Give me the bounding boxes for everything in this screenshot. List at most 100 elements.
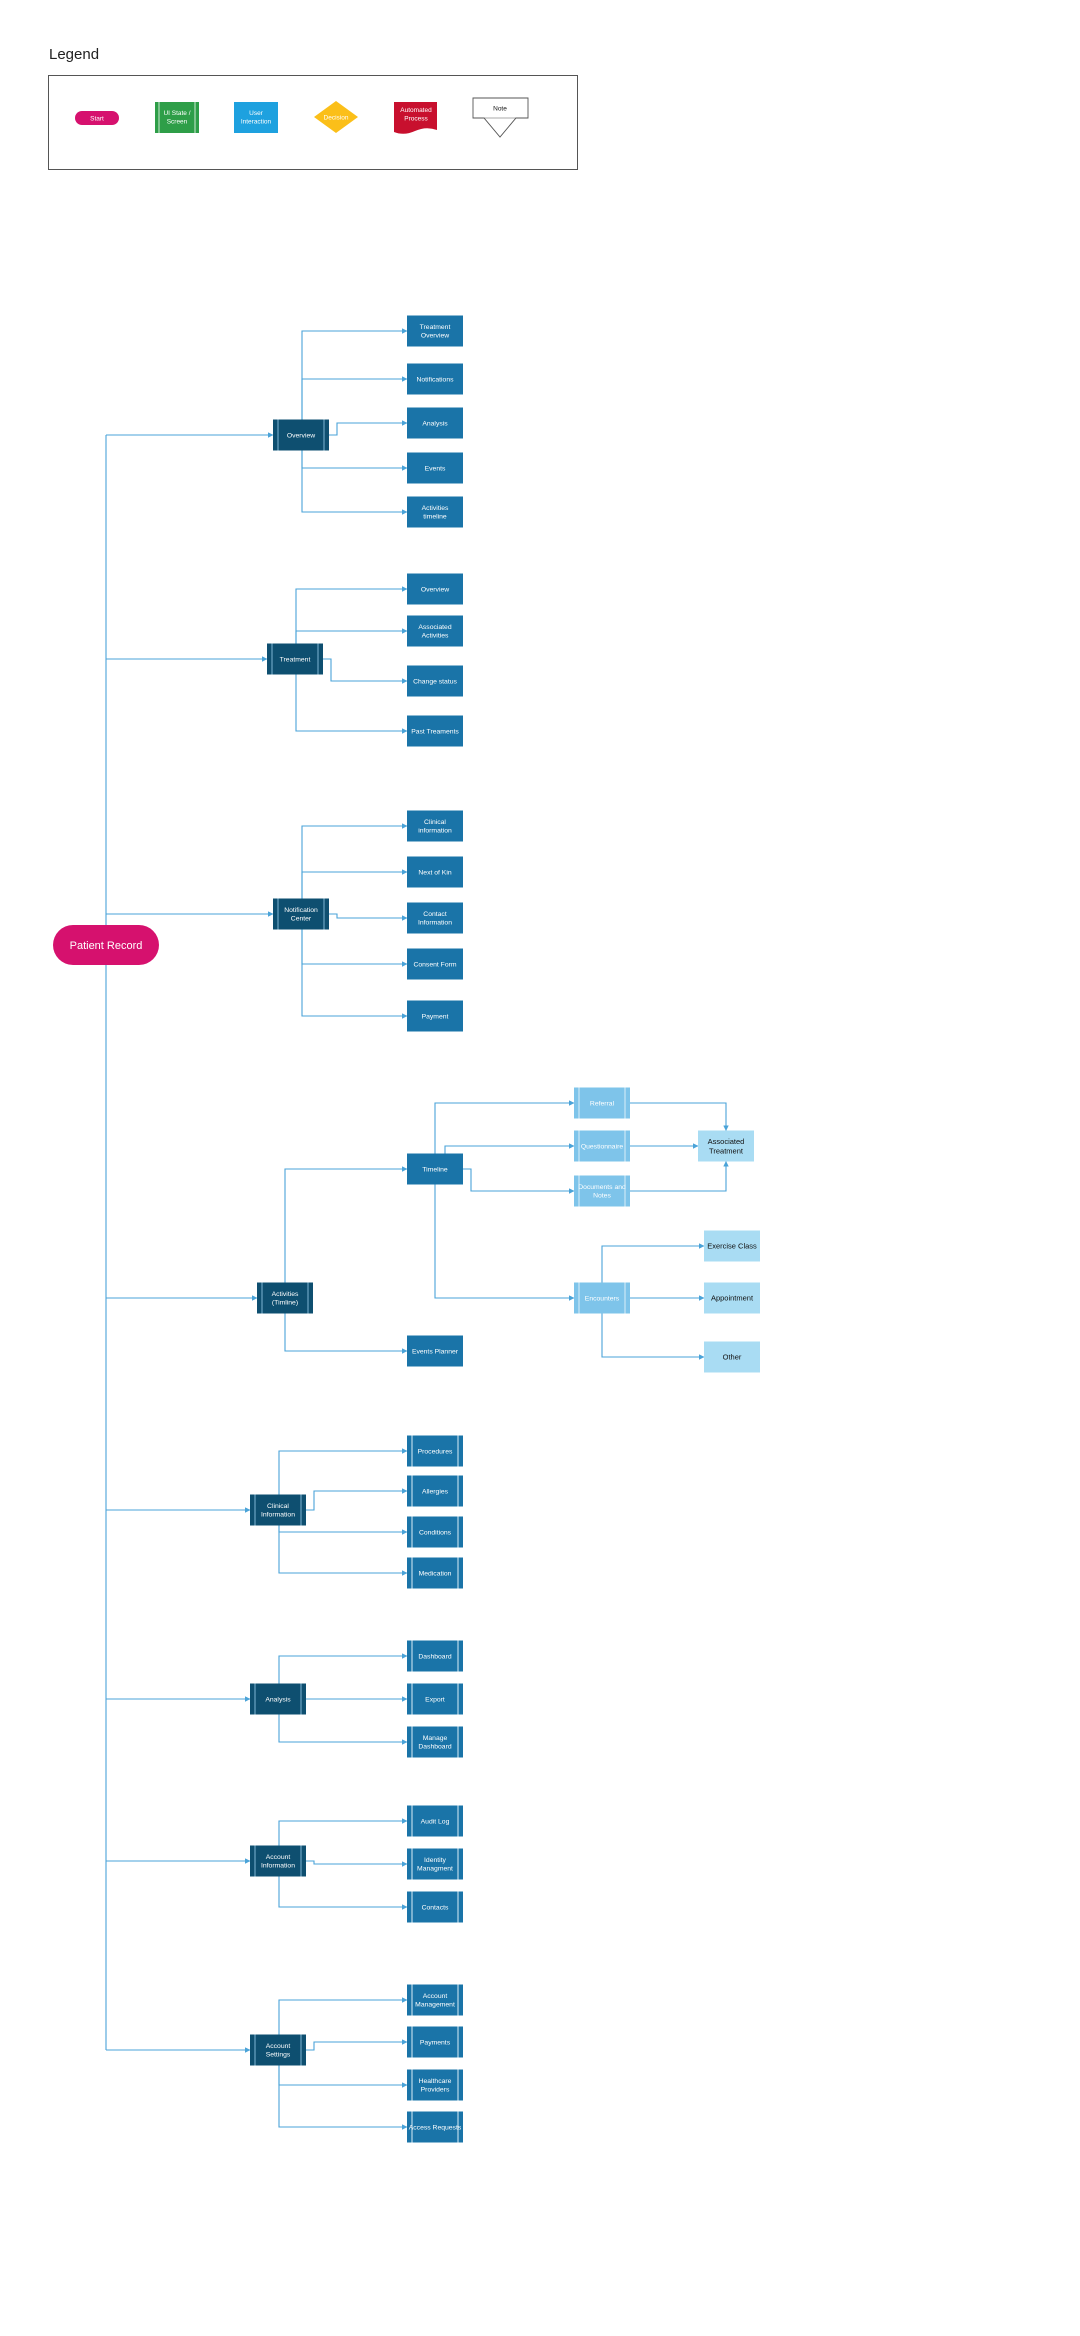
node-audit-log[interactable]: Audit Log (407, 1805, 463, 1837)
legend-user-interaction-shape: User Interaction (234, 102, 278, 133)
node-analysis-label: Analysis (422, 420, 448, 427)
node-events-planner[interactable]: Events Planner (407, 1335, 463, 1367)
legend-box (48, 75, 578, 170)
hub-notification-center[interactable]: Notification Center (273, 898, 329, 930)
node-consent-form[interactable]: Consent Form (407, 948, 463, 980)
node-exercise-class[interactable]: Exercise Class (704, 1230, 760, 1262)
patient-record-start[interactable]: Patient Record (53, 925, 159, 965)
legend-start-shape: Start (75, 111, 119, 125)
node-activities-timeline[interactable]: Activities timeline (407, 496, 463, 528)
node-associated-treatment[interactable]: Associated Treatment (698, 1130, 754, 1162)
node-overview[interactable]: Overview (407, 573, 463, 605)
node-payment[interactable]: Payment (407, 1000, 463, 1032)
node-medication[interactable]: Medication (407, 1557, 463, 1589)
node-events-planner-label: Events Planner (412, 1348, 459, 1355)
node-export[interactable]: Export (407, 1683, 463, 1715)
patient-record-label: Patient Record (70, 940, 143, 952)
hub-clinical-information-label: Clinical Information (261, 1503, 295, 1519)
node-questionnaire-label: Questionnaire (581, 1143, 624, 1150)
node-events-label: Events (425, 465, 446, 472)
node-access-requests[interactable]: Access Requests (407, 2111, 463, 2143)
node-account-management[interactable]: Account Management (407, 1984, 463, 2016)
node-consent-form-label: Consent Form (413, 961, 456, 968)
node-exercise-class-label: Exercise Class (707, 1242, 757, 1251)
node-dashboard[interactable]: Dashboard (407, 1640, 463, 1672)
node-past-treaments[interactable]: Past Treaments (407, 715, 463, 747)
node-appointment[interactable]: Appointment (704, 1282, 760, 1314)
hub-notification-center-label: Notification Center (284, 907, 318, 923)
node-manage-dashboard[interactable]: Manage Dashboard (407, 1726, 463, 1758)
node-allergies-label: Allergies (422, 1488, 449, 1495)
hub-clinical-information[interactable]: Clinical Information (250, 1494, 306, 1526)
node-next-of-kin[interactable]: Next of Kin (407, 856, 463, 888)
node-access-requests-label: Access Requests (409, 2124, 462, 2131)
node-associated-activities[interactable]: Associated Activities (407, 615, 463, 647)
node-encounters-label: Encounters (585, 1295, 620, 1302)
node-dashboard-label: Dashboard (418, 1653, 451, 1660)
node-contacts[interactable]: Contacts (407, 1891, 463, 1923)
hub-analysis[interactable]: Analysis (250, 1683, 306, 1715)
hub-analysis-label: Analysis (265, 1696, 291, 1703)
node-clinical-information-label: Clinical information (418, 819, 452, 835)
hub-account-information[interactable]: Account Information (250, 1845, 306, 1877)
node-payments-label: Payments (420, 2039, 451, 2046)
hub-treatment[interactable]: Treatment (267, 643, 323, 675)
node-encounters[interactable]: Encounters (574, 1282, 630, 1314)
node-notifications-label: Notifications (416, 376, 454, 383)
node-identity-managment-label: Identity Managment (417, 1857, 453, 1873)
node-treatment-overview[interactable]: Treatment Overview (407, 315, 463, 347)
legend-note-label: Note (493, 105, 507, 112)
legend-title: Legend (49, 46, 100, 63)
node-past-treaments-label: Past Treaments (411, 728, 459, 735)
legend-decision-label: Decision (324, 114, 349, 121)
legend-automated-shape: Automated Process (394, 102, 437, 134)
node-payments[interactable]: Payments (407, 2026, 463, 2058)
node-timeline[interactable]: Timeline (407, 1153, 463, 1185)
hub-account-settings[interactable]: Account Settings (250, 2034, 306, 2066)
node-treatment-overview-label: Treatment Overview (420, 324, 451, 340)
node-associated-treatment-label: Associated Treatment (708, 1137, 745, 1155)
node-identity-managment[interactable]: Identity Managment (407, 1848, 463, 1880)
node-events[interactable]: Events (407, 452, 463, 484)
legend-ui-state-shape: UI State / Screen (155, 102, 199, 133)
node-conditions[interactable]: Conditions (407, 1516, 463, 1548)
node-medication-label: Medication (419, 1570, 452, 1577)
node-other-label: Other (723, 1353, 742, 1362)
hub-activities-timline[interactable]: Activities (Timline) (257, 1282, 313, 1314)
node-clinical-information[interactable]: Clinical information (407, 810, 463, 842)
node-documents-and-notes[interactable]: Documents and Notes (574, 1175, 630, 1207)
node-questionnaire[interactable]: Questionnaire (574, 1130, 630, 1162)
node-account-management-label: Account Management (415, 1993, 455, 2009)
node-healthcare-providers[interactable]: Healthcare Providers (407, 2069, 463, 2101)
node-contacts-label: Contacts (422, 1904, 449, 1911)
legend-decision-shape: Decision (314, 101, 358, 133)
legend-start-label: Start (90, 115, 104, 122)
node-export-label: Export (425, 1696, 445, 1703)
node-change-status[interactable]: Change status (407, 665, 463, 697)
node-documents-and-notes-label: Documents and Notes (578, 1184, 626, 1200)
node-allergies[interactable]: Allergies (407, 1475, 463, 1507)
node-notifications[interactable]: Notifications (407, 363, 463, 395)
node-contact-information-label: Contact Information (418, 911, 452, 927)
node-audit-log-label: Audit Log (421, 1818, 450, 1825)
node-referral[interactable]: Referral (574, 1087, 630, 1119)
legend-automated-label: Automated Process (400, 107, 432, 122)
node-appointment-label: Appointment (711, 1294, 754, 1303)
node-overview-label: Overview (421, 586, 449, 593)
node-procedures[interactable]: Procedures (407, 1435, 463, 1467)
node-activities-timeline-label: Activities timeline (422, 505, 449, 521)
hub-overview-label: Overview (287, 432, 315, 439)
node-next-of-kin-label: Next of Kin (418, 869, 451, 876)
hub-activities-timline-label: Activities (Timline) (272, 1291, 299, 1307)
hub-overview[interactable]: Overview (273, 419, 329, 451)
node-referral-label: Referral (590, 1100, 615, 1107)
node-payment-label: Payment (422, 1013, 449, 1020)
node-procedures-label: Procedures (418, 1448, 453, 1455)
node-other[interactable]: Other (704, 1341, 760, 1373)
node-contact-information[interactable]: Contact Information (407, 902, 463, 934)
legend-ui-state-label: UI State / Screen (163, 110, 190, 125)
legend-user-interaction-label: User Interaction (241, 110, 272, 125)
node-change-status-label: Change status (413, 678, 457, 685)
node-analysis[interactable]: Analysis (407, 407, 463, 439)
